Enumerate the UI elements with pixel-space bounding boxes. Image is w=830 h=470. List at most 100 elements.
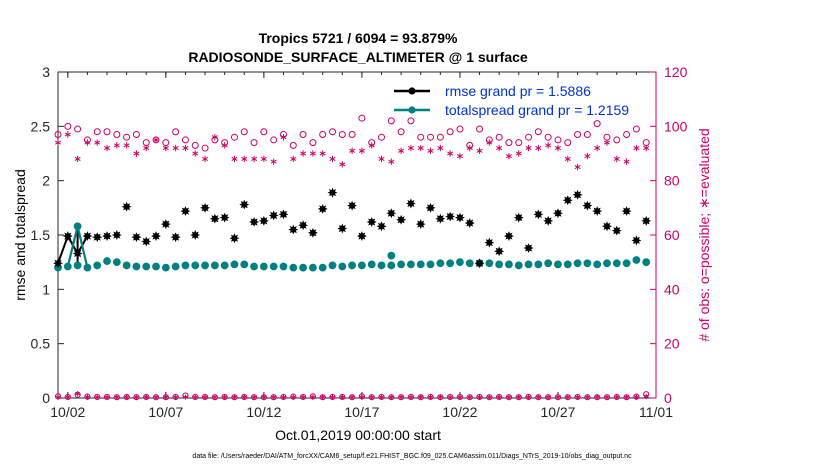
x-axis: 10/02 10/07 10/12 10/17 10/22 10/27 11/01 — [50, 72, 673, 420]
rmse-point — [405, 198, 416, 209]
obs-evaluated-point-stroke — [202, 156, 209, 161]
rmse-point — [53, 258, 63, 269]
rejected-evaluated-point-stroke — [94, 395, 100, 399]
obs-possible-point — [162, 139, 170, 147]
totalspread-point — [407, 260, 415, 269]
rejected-evaluated-point-stroke — [643, 394, 649, 399]
obs-evaluated-point-stroke — [54, 140, 62, 145]
y-right-tick-label: 100 — [664, 118, 688, 134]
rejected-evaluated-point — [55, 394, 61, 400]
rejected-evaluated-point — [261, 394, 267, 400]
x-tick-label: 10/17 — [344, 404, 379, 420]
y-right-tick-label: 80 — [664, 173, 680, 189]
obs-evaluated-point — [476, 147, 483, 154]
rejected-evaluated-point-stroke — [202, 395, 208, 399]
obs-evaluated-point — [270, 158, 277, 165]
x-tick-label: 10/02 — [50, 404, 85, 420]
totalspread-point — [171, 262, 180, 271]
y-left-tick-label: 0 — [42, 390, 50, 406]
rejected-evaluated-point — [545, 394, 551, 400]
rejected-evaluated-point-stroke — [55, 395, 61, 399]
totalspread-point — [122, 261, 131, 270]
rejected-evaluated-point-stroke — [104, 395, 110, 399]
totalspread-point — [142, 262, 151, 271]
obs-possible-point — [534, 128, 542, 136]
totalspread-point — [358, 261, 366, 270]
obs-evaluated-point-stroke — [349, 148, 356, 153]
rmse-point — [298, 220, 309, 231]
obs-possible-point — [623, 130, 631, 138]
obs-evaluated-point — [103, 144, 111, 152]
totalspread-point — [387, 261, 396, 270]
totalspread-point — [436, 259, 445, 268]
obs-evaluated-point-stroke — [368, 143, 375, 148]
rejected-evaluated-point-stroke — [604, 395, 610, 399]
rejected-evaluated-point — [506, 394, 512, 400]
rmse-point — [396, 214, 407, 225]
obs-evaluated-point-stroke — [123, 143, 130, 148]
obs-possible-point — [181, 136, 189, 144]
x-axis-label: Oct.01,2019 00:00:00 start — [275, 427, 441, 443]
obs-evaluated-point — [456, 153, 463, 160]
obs-evaluated-point — [623, 158, 630, 165]
obs-possible-point — [456, 125, 464, 133]
obs-possible-point — [583, 130, 591, 138]
rmse-point — [317, 203, 328, 214]
obs-evaluated-point-stroke — [153, 137, 160, 142]
legend: rmse grand pr = 1.5886 totalspread grand… — [394, 83, 629, 118]
rmse-point — [366, 216, 377, 227]
rejected-evaluated-point — [173, 394, 179, 400]
obs-evaluated-point-stroke — [64, 132, 71, 137]
rejected-evaluated-point-stroke — [290, 395, 296, 399]
obs-evaluated-point-stroke — [103, 146, 111, 151]
totalspread-point — [230, 260, 239, 269]
obs-evaluated-point — [329, 155, 336, 163]
rmse-point — [464, 218, 475, 229]
series-lines — [57, 226, 89, 268]
totalspread-point — [495, 260, 504, 269]
totalspread-point — [603, 259, 611, 268]
obs-evaluated-point-stroke — [437, 146, 444, 151]
rmse-point — [258, 215, 269, 226]
rmse-point — [190, 230, 201, 240]
rejected-evaluated-point-stroke — [182, 395, 188, 399]
y-axis-left-label: rmse and totalspread — [12, 169, 28, 301]
obs-evaluated-point — [407, 144, 414, 152]
rejected-evaluated-point — [477, 394, 483, 400]
obs-evaluated-point — [74, 155, 81, 163]
rejected-evaluated-point-stroke — [457, 395, 463, 399]
obs-possible-point — [387, 117, 395, 125]
obs-evaluated-point — [437, 144, 444, 152]
rmse-point — [327, 187, 338, 198]
rmse-point — [484, 237, 495, 248]
totalspread-point — [132, 262, 141, 271]
totalspread-point — [161, 263, 170, 272]
totalspread-point — [220, 261, 229, 270]
obs-possible-point — [505, 139, 513, 147]
axes-frame — [57, 71, 657, 399]
obs-evaluated-point-stroke — [466, 146, 473, 151]
rejected-evaluated-point-stroke — [408, 395, 414, 399]
rejected-evaluated-point — [300, 394, 306, 400]
obs-possible-point — [299, 130, 307, 138]
totalspread-point — [465, 259, 474, 268]
rejected-evaluated-point — [643, 393, 649, 399]
obs-possible-point — [642, 139, 650, 147]
rmse-point — [356, 231, 367, 242]
obs-evaluated-point-stroke — [643, 146, 650, 151]
rejected-evaluated-point-stroke — [486, 395, 492, 399]
rejected-evaluated-point-stroke — [339, 395, 345, 399]
obs-evaluated-point-stroke — [290, 156, 297, 161]
legend-marker-totalspread — [408, 106, 416, 114]
obs-possible-point — [554, 136, 562, 144]
totalspread-point — [201, 261, 209, 270]
rmse-point — [572, 189, 583, 200]
rejected-evaluated-point — [202, 394, 208, 400]
obs-evaluated-point-stroke — [329, 156, 336, 161]
rmse-point — [425, 202, 436, 213]
obs-evaluated-point — [554, 144, 561, 152]
obs-evaluated-point — [123, 142, 130, 149]
totalspread-point — [514, 261, 523, 270]
rejected-evaluated-point — [310, 394, 316, 400]
